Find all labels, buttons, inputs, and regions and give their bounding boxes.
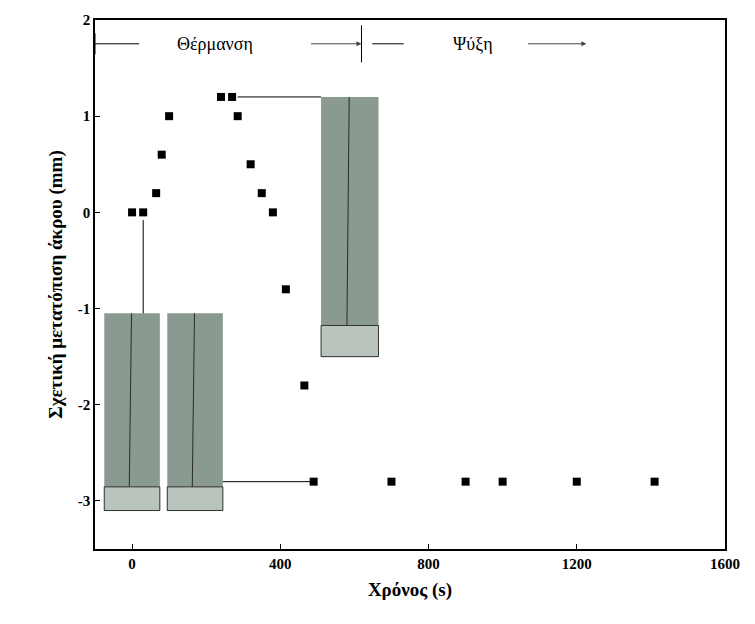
svg-text:Χρόνος (s): Χρόνος (s) [368, 579, 452, 601]
svg-text:Ψύξη: Ψύξη [453, 34, 493, 54]
svg-text:1600: 1600 [710, 556, 740, 572]
svg-text:Σχετική μετατόπιση άκρου (mm): Σχετική μετατόπιση άκρου (mm) [45, 150, 67, 418]
svg-text:-1: -1 [78, 301, 91, 317]
svg-text:1200: 1200 [562, 556, 592, 572]
svg-text:400: 400 [269, 556, 292, 572]
svg-text:0: 0 [83, 205, 91, 221]
svg-text:Θέρμανση: Θέρμανση [177, 34, 253, 54]
svg-text:-3: -3 [78, 493, 91, 509]
svg-text:-2: -2 [78, 397, 91, 413]
svg-text:0: 0 [128, 556, 136, 572]
svg-text:2: 2 [83, 12, 91, 28]
svg-text:800: 800 [417, 556, 440, 572]
svg-text:1: 1 [83, 108, 91, 124]
